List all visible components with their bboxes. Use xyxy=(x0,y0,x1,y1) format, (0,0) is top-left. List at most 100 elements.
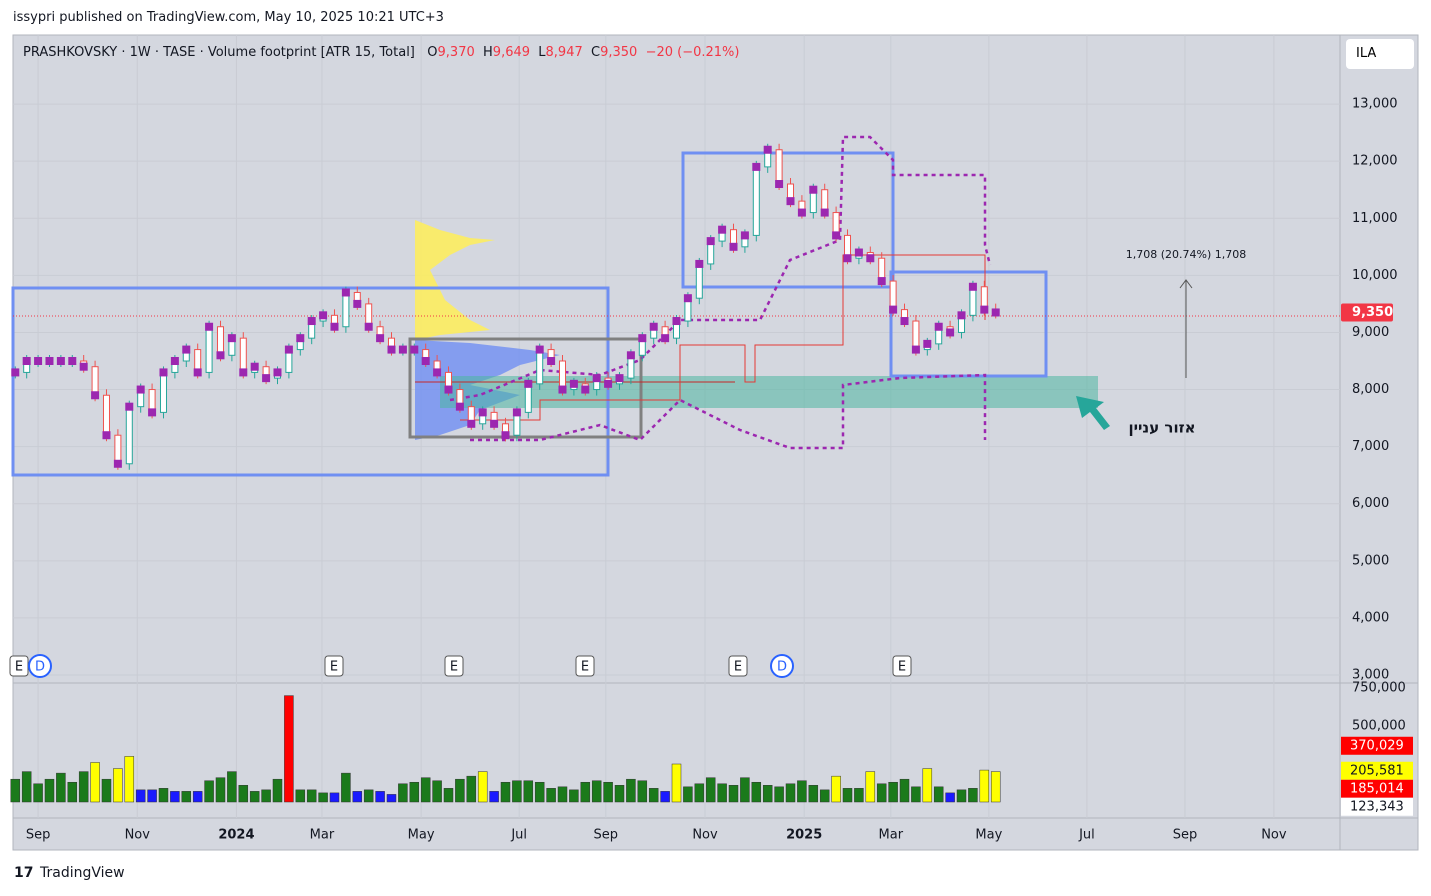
volume-bar xyxy=(842,788,853,803)
volume-bar xyxy=(489,791,499,803)
x-tick-label: 2024 xyxy=(218,828,254,843)
event-label: E xyxy=(15,660,23,675)
footprint-poc xyxy=(341,288,350,297)
volume-bar xyxy=(455,778,465,803)
zone-label: אזור עניין xyxy=(1128,419,1195,437)
volume-bar xyxy=(363,789,374,803)
footprint-poc xyxy=(182,345,191,354)
volume-price-tag xyxy=(1341,761,1413,780)
footprint-poc xyxy=(296,334,305,343)
label: L xyxy=(538,45,546,60)
volume-bar xyxy=(808,785,819,803)
footprint-poc xyxy=(683,294,692,303)
x-tick-label: Sep xyxy=(1173,828,1198,843)
footprint-poc xyxy=(239,368,248,377)
volume-price-tag xyxy=(1341,797,1413,816)
candle-body xyxy=(695,263,703,299)
footprint-poc xyxy=(421,356,430,365)
volume-bar xyxy=(295,789,306,803)
volume-bar xyxy=(272,778,283,803)
footprint-poc xyxy=(809,185,818,194)
label: H xyxy=(483,45,493,60)
volume-bar xyxy=(660,791,670,803)
footprint-poc xyxy=(900,317,909,326)
footprint-poc xyxy=(889,305,898,314)
footprint-poc xyxy=(284,345,293,354)
volume-bar xyxy=(614,785,625,803)
footprint-poc xyxy=(410,345,419,354)
footprint-poc xyxy=(68,356,77,365)
footprint-poc xyxy=(706,237,715,246)
x-tick-label: Jul xyxy=(510,828,527,843)
footprint-poc xyxy=(262,374,271,383)
footprint-poc xyxy=(148,408,157,417)
volume-bar xyxy=(90,762,100,803)
volume-bar xyxy=(899,778,910,803)
volume-bar xyxy=(466,775,477,803)
footprint-poc xyxy=(524,379,533,388)
volume-bar xyxy=(215,777,226,803)
footprint-poc xyxy=(718,225,727,234)
footprint-poc xyxy=(843,254,852,263)
volume-bar xyxy=(204,780,214,803)
volume-price-label: 205,581 xyxy=(1350,763,1404,778)
volume-bar xyxy=(306,789,317,803)
candle-body xyxy=(205,326,213,373)
low: 8,947 xyxy=(545,45,583,60)
volume-bar xyxy=(170,791,180,803)
volume-price-tag xyxy=(1341,779,1413,798)
volume-bar xyxy=(398,783,408,803)
footprint-poc xyxy=(455,402,464,411)
footprint-poc xyxy=(729,242,738,251)
footprint-poc xyxy=(832,231,841,240)
footprint-poc xyxy=(649,322,658,331)
x-tick-label: Jul xyxy=(1078,828,1095,843)
volume-bar xyxy=(717,783,727,803)
volume-price-label: 123,343 xyxy=(1350,799,1404,814)
volume-bar xyxy=(124,756,135,803)
volume-bar xyxy=(990,771,1001,803)
candle-body xyxy=(216,326,224,356)
volume-bar xyxy=(477,771,488,803)
volume-bar xyxy=(797,780,807,803)
footprint-poc xyxy=(159,368,168,377)
volume-bar xyxy=(500,781,511,803)
footprint-poc xyxy=(797,208,806,217)
drawings xyxy=(11,135,1340,477)
y-tick-label: 8,000 xyxy=(1352,382,1389,397)
volume-bar xyxy=(227,771,237,803)
candle-body xyxy=(91,366,99,396)
footprint-poc xyxy=(22,356,31,365)
volume-bar xyxy=(135,789,146,803)
volume-bar xyxy=(751,781,762,803)
footprint-poc xyxy=(353,299,362,308)
volume-bar xyxy=(420,777,431,803)
event-label: E xyxy=(734,660,742,675)
footprint-poc xyxy=(592,374,601,383)
event-label: E xyxy=(330,660,338,675)
footprint-poc xyxy=(478,408,487,417)
candle-body xyxy=(114,434,122,465)
volume-bar xyxy=(956,789,967,803)
volume-bar xyxy=(671,763,682,803)
footprint-poc xyxy=(398,345,407,354)
footprint-poc xyxy=(923,339,932,348)
x-tick-label: Nov xyxy=(125,828,151,843)
price-tag-label: 9,350 xyxy=(1352,305,1393,320)
volume-bar xyxy=(933,786,944,803)
footprint-poc xyxy=(980,305,989,314)
footer-text: TradingView xyxy=(40,865,125,881)
volume-bar xyxy=(694,783,705,803)
footprint-poc xyxy=(877,277,886,286)
footprint-poc xyxy=(193,368,202,377)
y-tick-label: 10,000 xyxy=(1352,268,1398,283)
volume-bar xyxy=(591,780,602,803)
high: 9,649 xyxy=(492,45,531,60)
footprint-poc xyxy=(991,308,1000,317)
candle-body xyxy=(536,349,544,385)
event-badge xyxy=(575,655,595,677)
footprint-poc xyxy=(273,368,282,377)
currency-button[interactable]: ILA xyxy=(1346,39,1414,69)
candle-body xyxy=(239,337,247,373)
